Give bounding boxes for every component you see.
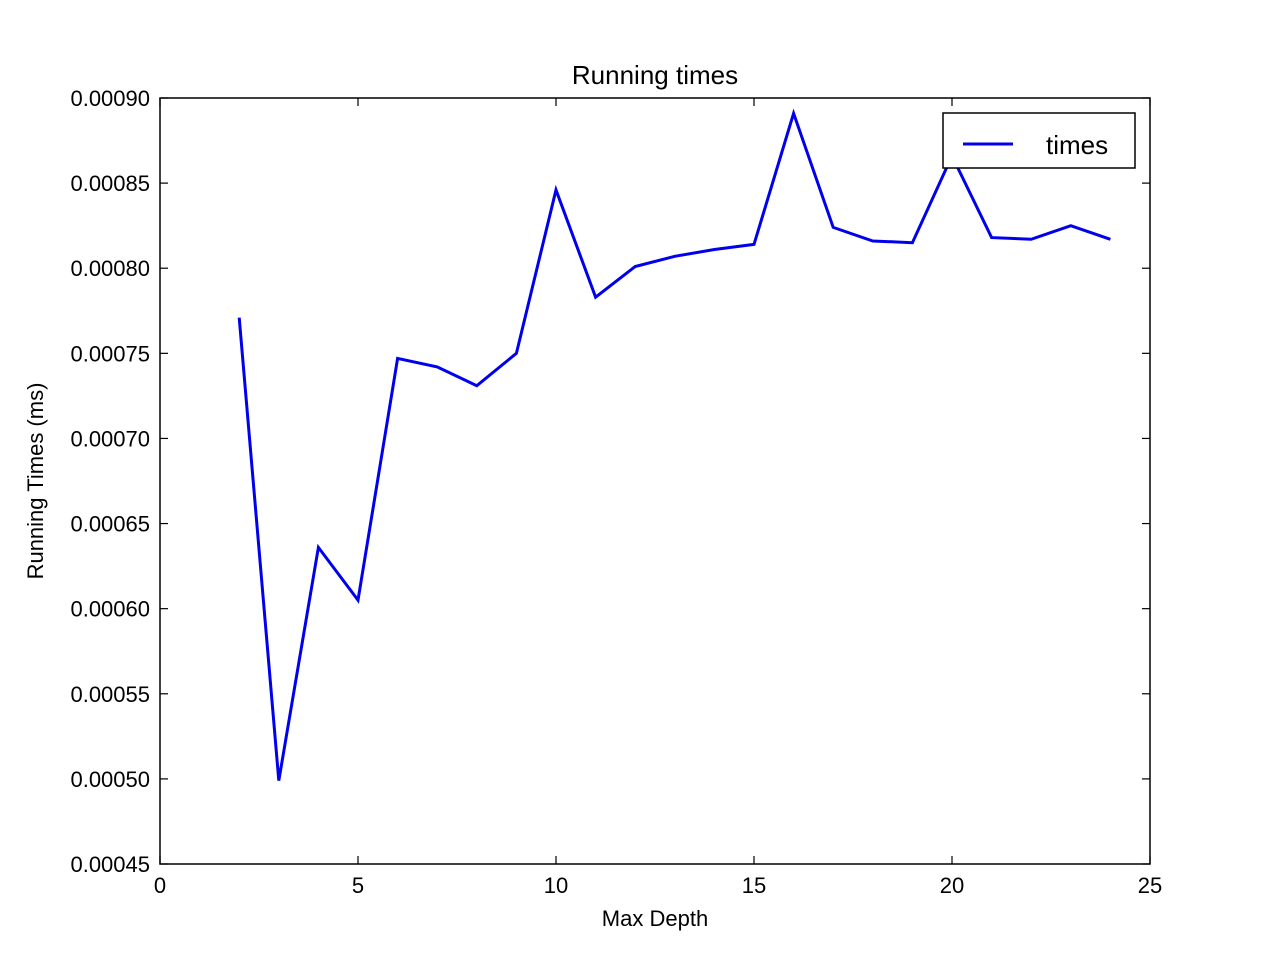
chart-title: Running times (572, 60, 738, 90)
legend: times (942, 112, 1136, 169)
y-tick-label: 0.00055 (70, 682, 150, 707)
x-tick-label: 15 (742, 873, 766, 898)
y-tick-label: 0.00045 (70, 852, 150, 877)
legend-box (942, 112, 1136, 169)
y-tick-label: 0.00070 (70, 426, 150, 451)
y-tick-label: 0.00085 (70, 171, 150, 196)
x-tick-label: 0 (154, 873, 166, 898)
y-axis: 0.00045 0.00050 0.00055 0.00060 0.00065 0.000… (70, 86, 1150, 877)
series-layer (237, 108, 1111, 781)
plot-area (159, 97, 1151, 865)
x-axis-label: Max Depth (602, 906, 708, 931)
y-tick-label: 0.00090 (70, 86, 150, 111)
y-tick-label: 0.00050 (70, 767, 150, 792)
x-axis: 0 5 10 15 20 25 (154, 98, 1162, 898)
x-tick-label: 20 (940, 873, 964, 898)
y-axis-label: Running Times (ms) (23, 383, 48, 580)
y-tick-label: 0.00060 (70, 597, 150, 622)
y-tick-label: 0.00065 (70, 512, 150, 537)
x-tick-label: 5 (352, 873, 364, 898)
legend-label: times (1046, 130, 1108, 160)
y-tick-label: 0.00080 (70, 256, 150, 281)
y-tick-label: 0.00075 (70, 341, 150, 366)
x-tick-label: 25 (1138, 873, 1162, 898)
x-tick-label: 10 (544, 873, 568, 898)
series-line-times (237, 108, 1111, 781)
